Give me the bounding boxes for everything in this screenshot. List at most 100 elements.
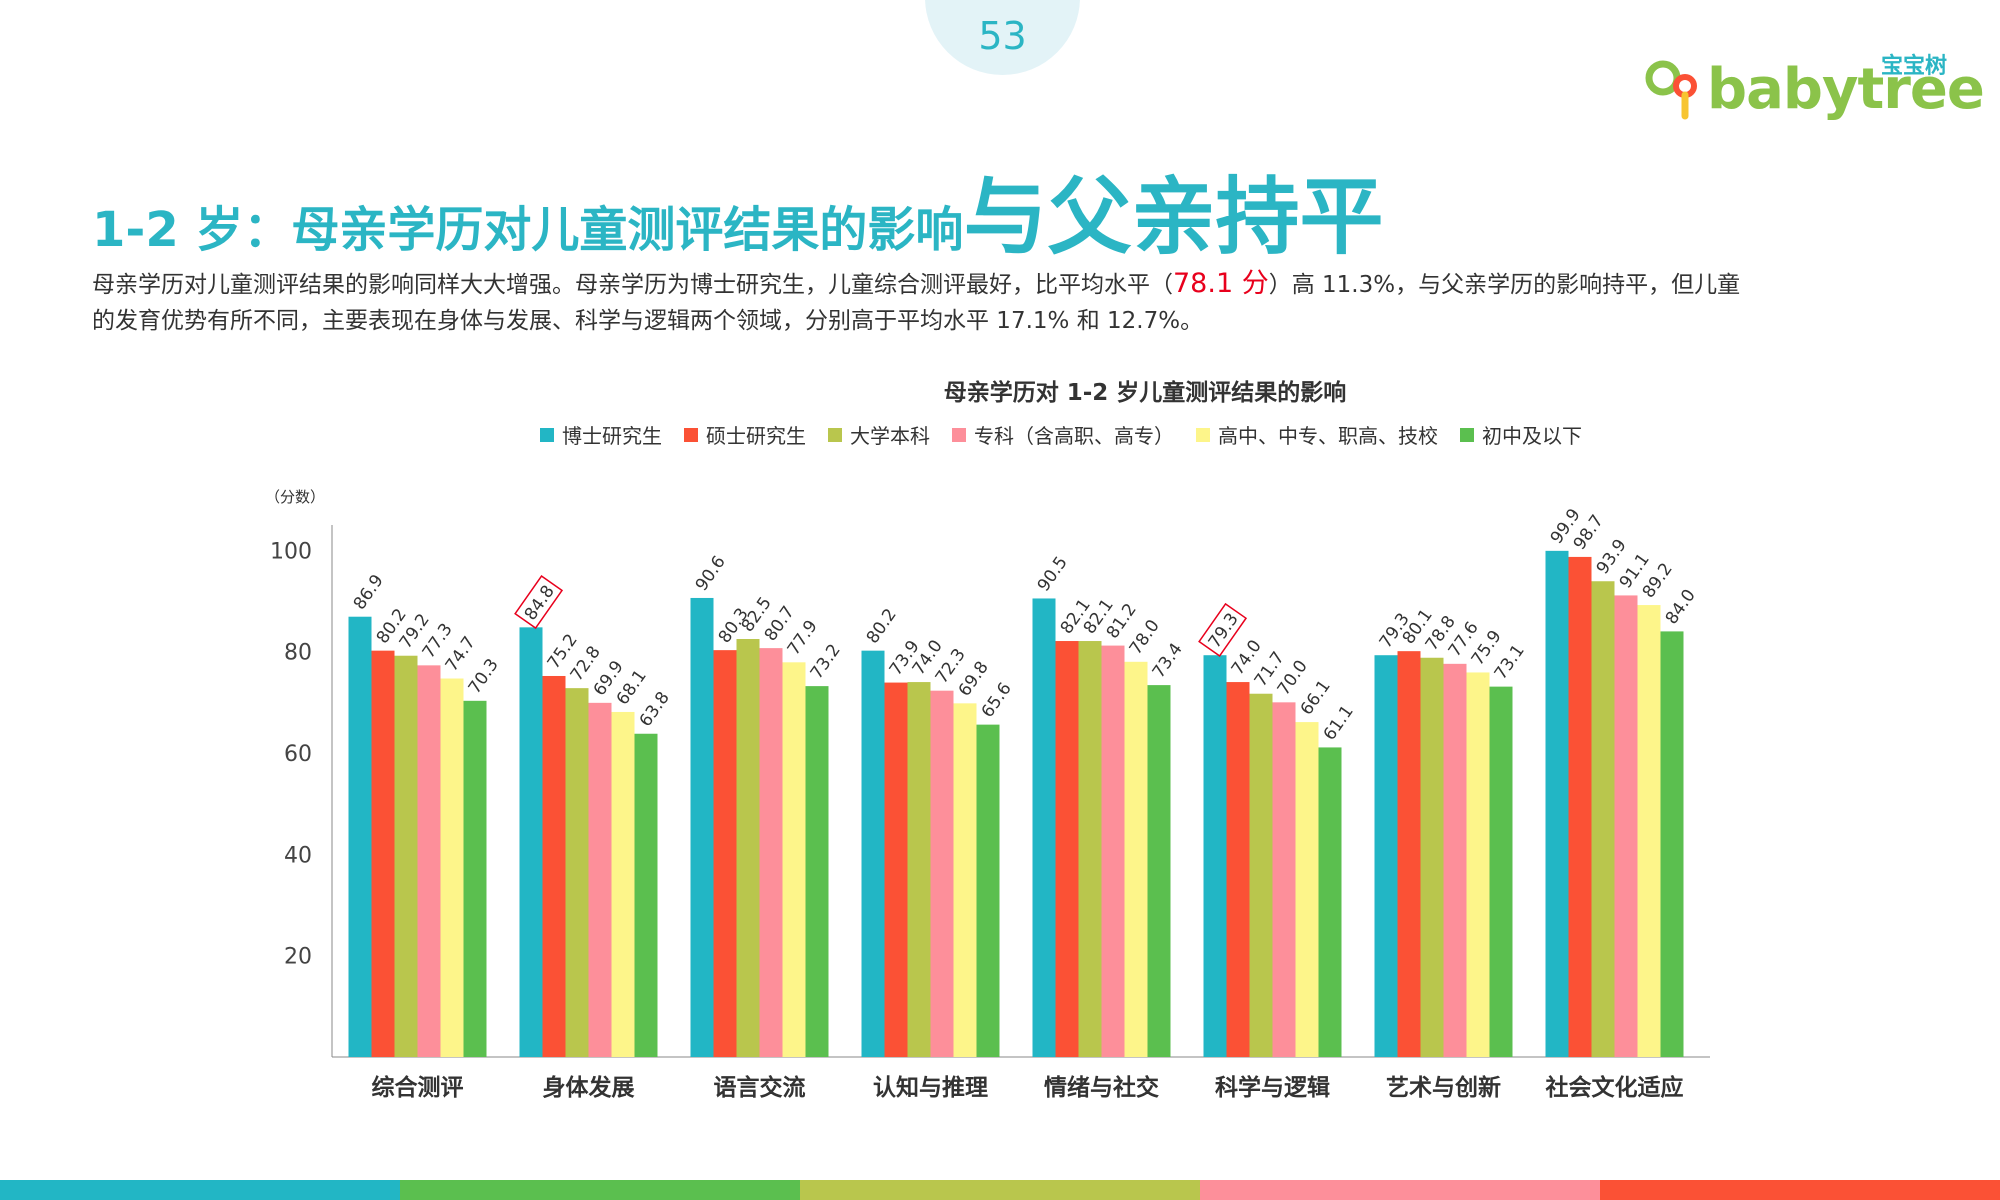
bar: [1466, 672, 1490, 1057]
bar: [1124, 661, 1148, 1057]
legend-item-highschool: 高中、中专、职高、技校: [1196, 420, 1438, 449]
bar: [782, 662, 806, 1057]
data-label: 61.1: [1320, 702, 1358, 744]
bar: [953, 703, 977, 1057]
summary-text-1: 母亲学历对儿童测评结果的影响同样大大增强。母亲学历为博士研究生，儿童综合测评最好…: [92, 272, 1173, 298]
bottom-color-bar: [0, 1180, 2000, 1200]
bar: [1545, 550, 1569, 1057]
bar: [1637, 605, 1661, 1057]
bottom-bar-segment: [1200, 1180, 1600, 1200]
bar: [1078, 641, 1102, 1057]
legend-label: 大学本科: [850, 424, 930, 448]
legend-label: 初中及以下: [1482, 424, 1582, 448]
bar: [861, 650, 885, 1057]
y-tick-label: 20: [284, 945, 312, 970]
bar: [1591, 581, 1615, 1057]
logo-en-text: babytree: [1707, 57, 1985, 122]
summary-text-2: ）高 11.3%，与父亲学历的影响持平，但儿童的发育优势有所不同，主要表现在身体…: [92, 272, 1741, 334]
page-title-emphasis: 与父亲持平: [963, 168, 1384, 266]
data-label: 86.9: [350, 571, 388, 613]
bottom-bar-segment: [0, 1180, 400, 1200]
bar: [907, 682, 931, 1057]
chart-title: 母亲学历对 1-2 岁儿童测评结果的影响: [943, 380, 1347, 406]
bar: [1226, 682, 1250, 1057]
bar: [713, 650, 737, 1057]
chart-legend: 博士研究生 硕士研究生 大学本科 专科（含高职、高专） 高中、中专、职高、技校 …: [540, 420, 1582, 449]
legend-item-phd: 博士研究生: [540, 420, 662, 449]
x-tick-label: 情绪与社交: [1044, 1074, 1159, 1101]
x-tick-label: 艺术与创新: [1386, 1074, 1501, 1101]
bar: [634, 733, 658, 1057]
bar: [565, 688, 589, 1057]
bar: [1101, 645, 1125, 1057]
legend-swatch: [828, 427, 842, 442]
data-label: 66.1: [1297, 676, 1335, 718]
y-axis-label: （分数）: [265, 488, 325, 506]
legend-item-college: 专科（含高职、高专）: [952, 420, 1174, 449]
bar: [976, 724, 1000, 1057]
y-tick-label: 80: [284, 641, 312, 666]
x-tick-label: 综合测评: [372, 1074, 464, 1101]
bar: [736, 639, 760, 1057]
bar: [1272, 702, 1296, 1057]
bar: [805, 686, 829, 1057]
logo-cn-text: 宝宝树: [1880, 54, 1947, 79]
bar: [348, 616, 372, 1057]
highlight-box: [1198, 602, 1248, 657]
highlight-box: [514, 574, 564, 630]
bar: [394, 655, 418, 1057]
legend-swatch: [684, 427, 698, 442]
x-tick-label: 认知与推理: [873, 1074, 988, 1101]
y-tick-label: 60: [284, 742, 312, 767]
page-title-main: 1-2 岁：母亲学历对儿童测评结果的影响: [92, 202, 964, 258]
bar: [1614, 595, 1638, 1057]
legend-item-master: 硕士研究生: [684, 420, 806, 449]
legend-swatch: [1460, 427, 1474, 442]
summary-paragraph: 母亲学历对儿童测评结果的影响同样大大增强。母亲学历为博士研究生，儿童综合测评最好…: [92, 266, 1752, 339]
bar: [1397, 651, 1421, 1057]
bar: [519, 627, 543, 1057]
data-label: 73.4: [1149, 639, 1187, 681]
bar: [588, 702, 612, 1057]
legend-swatch: [540, 427, 554, 442]
x-tick-label: 语言交流: [714, 1074, 806, 1101]
bar: [371, 650, 395, 1057]
y-tick-label: 40: [284, 843, 312, 868]
bar: [1032, 598, 1056, 1057]
data-label: 84.0: [1662, 586, 1700, 628]
bar: [1443, 663, 1467, 1057]
legend-label: 博士研究生: [562, 424, 662, 448]
bar: [1420, 657, 1444, 1057]
bar: [1660, 631, 1684, 1057]
x-tick-label: 社会文化适应: [1546, 1074, 1684, 1101]
bottom-bar-segment: [800, 1180, 1200, 1200]
legend-swatch: [1196, 427, 1210, 442]
data-label: 73.2: [807, 641, 845, 683]
legend-label: 硕士研究生: [706, 424, 806, 448]
bar: [1374, 655, 1398, 1057]
bar: [542, 675, 566, 1057]
legend-item-bachelor: 大学本科: [828, 420, 930, 449]
data-label: 80.2: [863, 605, 901, 647]
legend-label: 专科（含高职、高专）: [974, 424, 1174, 448]
summary-highlight-average: 78.1 分: [1173, 268, 1269, 299]
data-label: 70.3: [465, 655, 503, 697]
bar: [463, 700, 487, 1057]
x-tick-label: 科学与逻辑: [1215, 1074, 1330, 1101]
bar: [884, 682, 908, 1057]
bar: [690, 597, 714, 1057]
legend-item-junior: 初中及以下: [1460, 420, 1582, 449]
page-number: 53: [978, 14, 1027, 58]
bottom-bar-segment: [1600, 1180, 2000, 1200]
bar: [759, 648, 783, 1057]
legend-swatch: [952, 427, 966, 442]
data-label: 90.5: [1034, 553, 1072, 595]
logo-mark-icon: [1645, 60, 1697, 120]
data-label: 90.6: [692, 552, 730, 594]
bar: [417, 665, 441, 1057]
bar: [440, 678, 464, 1057]
bar: [611, 711, 635, 1057]
y-tick-label: 100: [270, 539, 312, 564]
page-title: 1-2 岁：母亲学历对儿童测评结果的影响与父亲持平: [92, 150, 1383, 271]
data-label: 65.6: [978, 679, 1016, 721]
